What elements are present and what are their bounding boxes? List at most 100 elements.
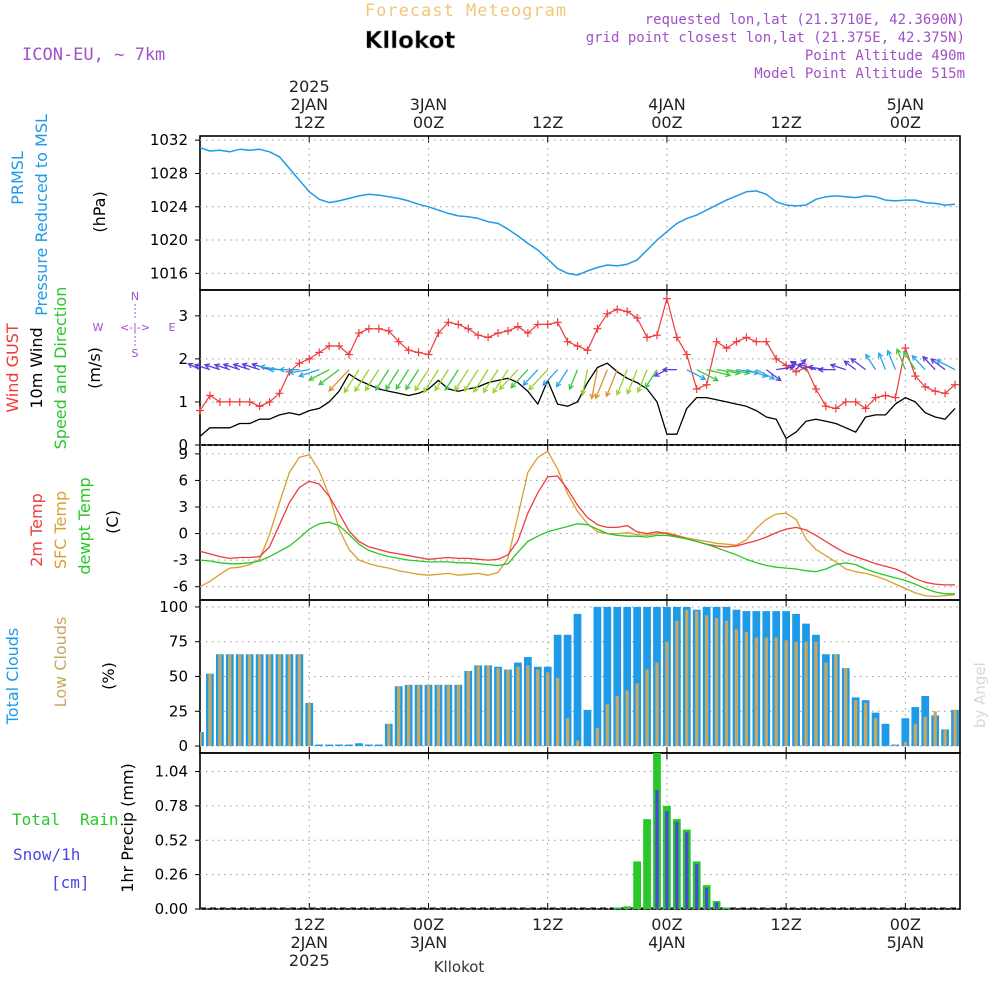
bottom-tick-label-year: 2025 — [289, 951, 330, 970]
gust-marker — [772, 354, 781, 363]
low-cloud-bar — [267, 654, 272, 747]
gust-marker — [275, 389, 284, 398]
wind-arrowhead — [395, 383, 401, 391]
gust-marker — [265, 397, 274, 406]
bottom-tick-label-hour: 00Z — [413, 915, 444, 934]
total-cloud-bar — [374, 744, 383, 747]
temp-2m-line — [199, 475, 955, 586]
gust-marker — [583, 346, 592, 355]
total-cloud-bar — [613, 606, 622, 747]
wind-arrowhead — [769, 374, 776, 380]
low-cloud-bar — [496, 668, 500, 747]
gust-marker — [484, 333, 493, 342]
wind-arrow — [626, 369, 638, 394]
wind-arrow — [605, 369, 618, 397]
gust-marker — [593, 324, 602, 333]
panel-frame-3 — [199, 444, 961, 601]
wind-gust-label: Wind GUST — [3, 323, 22, 413]
bottom-tick-label-hour: 00Z — [651, 915, 682, 934]
gust-marker — [404, 346, 413, 355]
wind-arrow — [414, 369, 430, 391]
y-tick-label: 9 — [178, 445, 188, 463]
y-tick-label: 1020 — [150, 231, 188, 249]
wind-arrow — [499, 369, 519, 390]
rain-bar — [613, 907, 622, 909]
top-tick-label-date: 5JAN — [887, 95, 925, 114]
bottom-tick-label-hour: 00Z — [890, 915, 921, 934]
gust-marker — [215, 397, 224, 406]
precip-axis-label: 1hr Precip (mm) — [118, 763, 137, 893]
wind-arrow — [706, 369, 731, 376]
top-tick-label-date: 4JAN — [648, 95, 686, 114]
wind-arrowhead — [775, 375, 782, 382]
wind-arrow — [896, 348, 906, 370]
low-cloud-bar — [655, 662, 659, 747]
bottom-tick-label-date: 5JAN — [887, 933, 925, 952]
top-tick-label-date: 3JAN — [410, 95, 448, 114]
total-cloud-bar — [355, 743, 363, 747]
low-cloud-bar — [466, 670, 470, 747]
sfc-temp-line — [199, 450, 956, 598]
wind-arrowhead — [187, 362, 194, 369]
wind-arrowhead — [605, 391, 611, 398]
total-cloud-bar — [315, 744, 324, 747]
gust-marker — [613, 305, 622, 314]
wind-arrow — [746, 369, 768, 377]
wind-arrow — [591, 369, 599, 399]
low-cloud-bar — [705, 615, 709, 747]
y-tick-label: 0.26 — [155, 866, 188, 884]
wind-direction-label: Speed and Direction — [51, 287, 70, 450]
low-cloud-bar — [200, 732, 202, 747]
low-cloud-bar — [764, 637, 768, 747]
wind-arrowhead — [653, 371, 660, 377]
wind-arrow — [385, 369, 400, 390]
bottom-tick-label-hour: 12Z — [770, 915, 801, 934]
wind-arrow — [318, 369, 340, 386]
total-cloud-bar — [335, 744, 343, 747]
low-cloud-bar — [565, 718, 570, 747]
wind-arrowhead — [895, 347, 902, 355]
clouds-unit-label: (%) — [99, 662, 118, 690]
low-cloud-bar — [744, 631, 749, 747]
wind-arrow — [434, 369, 449, 391]
total-cloud-bar — [593, 606, 602, 747]
top-tick-label-year: 2025 — [289, 77, 330, 96]
y-tick-label: 0.00 — [155, 900, 188, 918]
pressure-panel: 1016 1020 1024 1028 1032 PRMSL Pressure Reduce… — [8, 114, 960, 316]
low-cloud-bar — [893, 744, 898, 747]
temp-unit-label: (C) — [103, 510, 122, 534]
wind-arrowhead — [510, 382, 517, 389]
wind-arrowhead — [930, 358, 937, 364]
snow-bar — [675, 821, 679, 909]
pressure-line — [199, 146, 956, 276]
gust-marker — [374, 324, 383, 333]
gust-marker — [762, 337, 771, 346]
wind-arrow — [686, 369, 706, 380]
low-cloud-bar — [506, 669, 510, 747]
wind-arrowhead — [298, 372, 305, 378]
low-cloud-bar — [794, 641, 798, 747]
y-tick-label: 0 — [178, 436, 188, 454]
compass-east: E — [169, 321, 176, 334]
gust-marker — [891, 393, 900, 402]
wind-arrow — [299, 369, 320, 377]
wind-arrowhead — [829, 363, 836, 369]
gust-marker — [652, 331, 661, 340]
gust-marker — [623, 307, 632, 316]
total-clouds-label: Total Clouds — [3, 628, 22, 726]
low-cloud-bar — [903, 741, 907, 747]
bottom-tick-label-date: 2JAN — [291, 933, 329, 952]
total-cloud-bar — [583, 709, 592, 747]
rain-bar — [633, 861, 641, 909]
total-cloud-bar — [345, 744, 353, 747]
gust-marker — [225, 397, 234, 406]
pressure-unit-label: (hPa) — [90, 191, 109, 232]
gust-marker — [831, 404, 840, 413]
low-cloud-bar — [943, 729, 947, 747]
wind-arrow — [903, 351, 916, 371]
gust-marker — [712, 337, 721, 346]
y-tick-label: 1024 — [150, 198, 188, 216]
location-title: Kllokot — [365, 28, 456, 54]
